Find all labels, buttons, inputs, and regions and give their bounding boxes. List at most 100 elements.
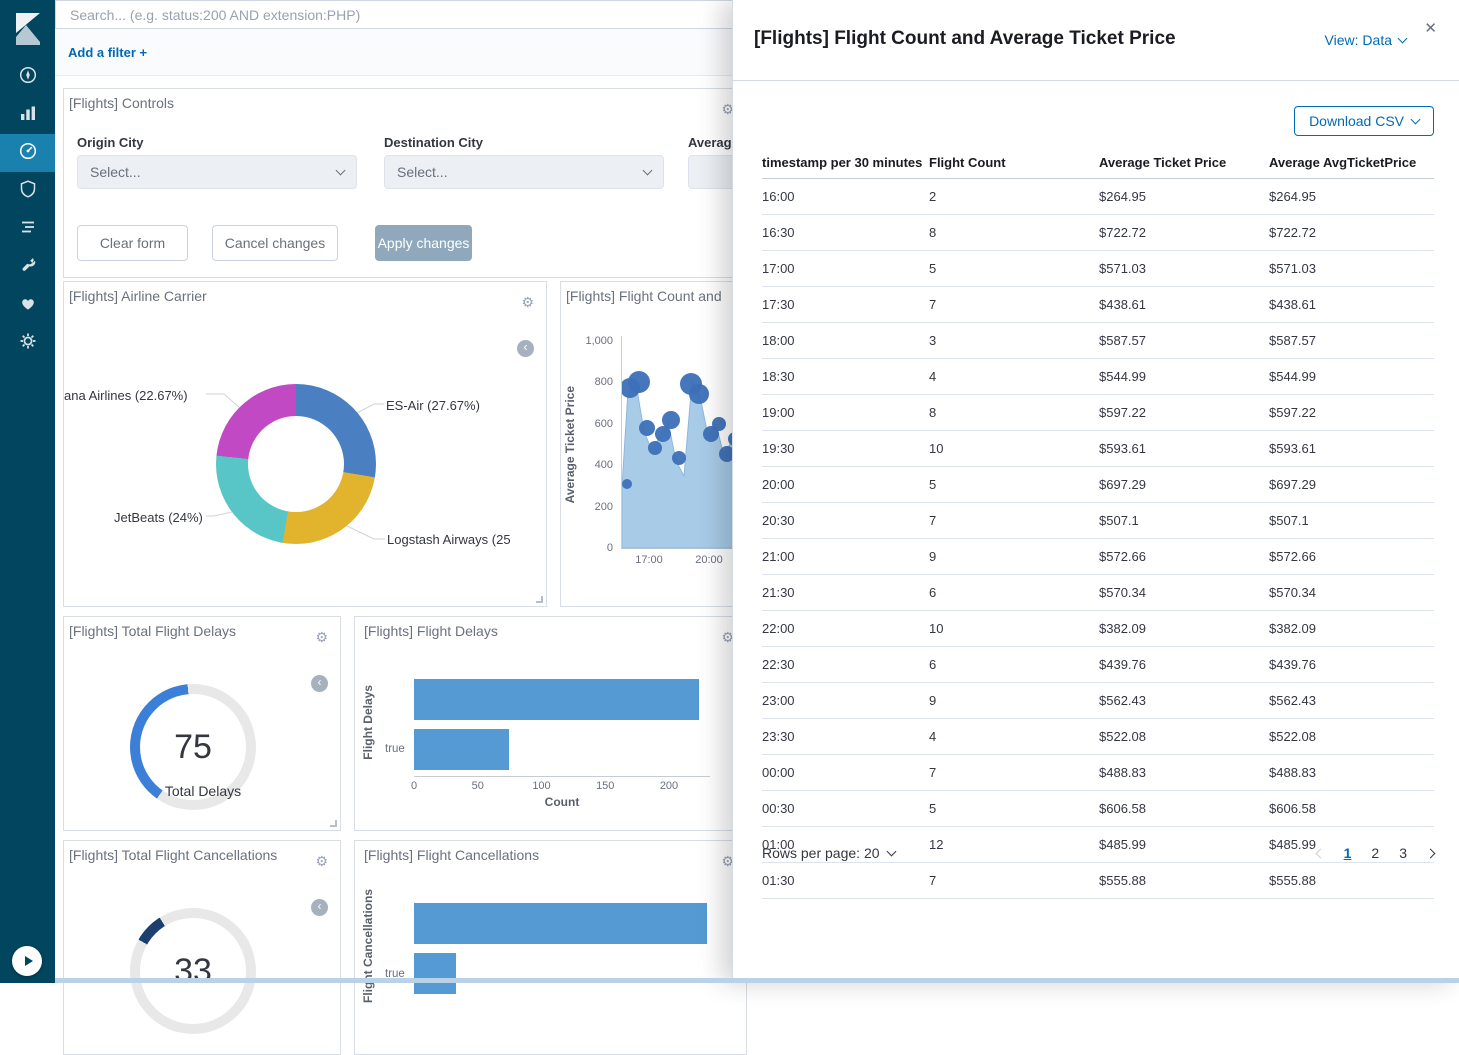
bar-false[interactable] xyxy=(414,903,707,944)
kibana-logo-icon xyxy=(15,13,40,45)
tick-label: 20:00 xyxy=(695,554,723,566)
kibana-logo[interactable] xyxy=(0,0,55,58)
table-cell: $593.61 xyxy=(1269,430,1434,467)
table-cell: 7 xyxy=(929,502,1099,539)
destination-city-select[interactable]: Select... xyxy=(384,155,664,189)
tick-label: 50 xyxy=(471,780,484,792)
pagination: 1 2 3 xyxy=(1315,845,1436,861)
pie-label-logstash-airways: Logstash Airways (25 xyxy=(387,532,511,547)
panel-title: [Flights] Airline Carrier xyxy=(69,288,207,304)
table-cell: $439.76 xyxy=(1269,646,1434,683)
next-page-icon[interactable] xyxy=(1425,848,1436,858)
sidebar-item-dev-tools[interactable] xyxy=(0,248,55,286)
pagination-page-1[interactable]: 1 xyxy=(1343,845,1352,861)
tick-label: 200 xyxy=(659,780,679,792)
table-cell: 19:00 xyxy=(762,394,929,431)
gear-icon xyxy=(18,331,38,356)
tick-label: 0 xyxy=(606,541,613,554)
table-cell: 17:00 xyxy=(762,250,929,287)
panel-resize-handle[interactable] xyxy=(536,596,543,603)
shield-icon xyxy=(18,179,38,204)
table-cell: $597.22 xyxy=(1099,394,1269,431)
sidebar-item-dashboard[interactable] xyxy=(0,134,55,172)
table-row: 00:30 5 $606.58 $606.58 xyxy=(762,790,1434,827)
clear-form-button[interactable]: Clear form xyxy=(77,225,188,261)
cancel-changes-button[interactable]: Cancel changes xyxy=(212,225,338,261)
table-cell: 18:30 xyxy=(762,358,929,395)
close-icon[interactable]: ✕ xyxy=(1424,20,1437,37)
flyout-body: Download CSV timestamp per 30 minutes Fli… xyxy=(762,81,1436,983)
view-data-dropdown[interactable]: View: Data xyxy=(1325,32,1408,48)
wrench-icon xyxy=(18,255,38,280)
chevron-down-icon xyxy=(1397,33,1408,43)
apply-filter-icon[interactable]: ‹ xyxy=(311,899,328,916)
table-cell: $488.83 xyxy=(1269,754,1434,791)
table-cell: 7 xyxy=(929,286,1099,323)
table-row: 16:00 2 $264.95 $264.95 xyxy=(762,178,1434,215)
add-filter-link[interactable]: Add a filter + xyxy=(68,44,148,60)
table-cell: $570.34 xyxy=(1099,574,1269,611)
gauge-value: 33 xyxy=(174,951,212,990)
gear-icon[interactable]: ⚙ xyxy=(521,294,534,310)
gear-icon[interactable]: ⚙ xyxy=(315,853,328,869)
table-cell: 7 xyxy=(929,754,1099,791)
gear-icon[interactable]: ⚙ xyxy=(721,629,734,645)
fc-xticks: 17:00 20:00 xyxy=(621,554,748,566)
heart-icon xyxy=(18,293,38,318)
gauge-label: Total Delays xyxy=(164,783,242,799)
table-cell: $507.1 xyxy=(1099,502,1269,539)
gear-icon[interactable]: ⚙ xyxy=(721,853,734,869)
table-row: 00:00 7 $488.83 $488.83 xyxy=(762,754,1434,791)
gear-icon[interactable]: ⚙ xyxy=(315,629,328,645)
bar-true[interactable] xyxy=(414,953,456,994)
panel-flight-count-price: [Flights] Flight Count and Average Ticke… xyxy=(560,281,750,607)
sidebar-item-discover[interactable] xyxy=(0,58,55,96)
rows-per-page-label: Rows per page: 20 xyxy=(762,845,880,861)
table-cell: $544.99 xyxy=(1099,358,1269,395)
download-csv-button[interactable]: Download CSV xyxy=(1294,106,1434,136)
table-row: 19:00 8 $597.22 $597.22 xyxy=(762,394,1434,431)
table-row: 21:00 9 $572.66 $572.66 xyxy=(762,538,1434,575)
panel-resize-handle[interactable] xyxy=(330,820,337,827)
download-csv-label: Download CSV xyxy=(1309,113,1404,129)
table-cell: 23:30 xyxy=(762,718,929,755)
sidebar-item-visualize[interactable] xyxy=(0,96,55,134)
pagination-page-3[interactable]: 3 xyxy=(1399,845,1407,861)
table-cell: 2 xyxy=(929,178,1099,215)
list-icon xyxy=(18,217,38,242)
bar-false[interactable] xyxy=(414,679,699,720)
gear-icon[interactable]: ⚙ xyxy=(721,101,734,117)
bottom-scroll-strip[interactable] xyxy=(55,978,1459,983)
x-axis-title: Count xyxy=(544,795,580,809)
panel-title: [Flights] Flight Count and xyxy=(566,288,722,304)
apply-changes-button[interactable]: Apply changes xyxy=(375,225,472,261)
flight-count-chart[interactable] xyxy=(620,336,749,549)
table-cell: $562.43 xyxy=(1099,682,1269,719)
origin-city-select[interactable]: Select... xyxy=(77,155,357,189)
table-cell: 5 xyxy=(929,790,1099,827)
bar-true[interactable] xyxy=(414,729,509,770)
airline-donut-chart[interactable] xyxy=(216,384,376,544)
nav-toggle-button[interactable] xyxy=(12,946,42,976)
chevron-down-icon xyxy=(642,165,653,175)
table-cell: 4 xyxy=(929,718,1099,755)
table-cell: $555.88 xyxy=(1269,862,1434,899)
apply-filter-icon[interactable]: ‹ xyxy=(311,675,328,692)
table-cell: $587.57 xyxy=(1099,322,1269,359)
rows-per-page-dropdown[interactable]: Rows per page: 20 xyxy=(762,845,896,861)
sidebar-item-apm[interactable] xyxy=(0,172,55,210)
table-cell: $722.72 xyxy=(1269,214,1434,251)
table-row: 18:30 4 $544.99 $544.99 xyxy=(762,358,1434,395)
flyout-table-body: 16:00 2 $264.95 $264.95 16:30 8 $722.72 $722.72… xyxy=(762,178,1434,899)
table-cell: $438.61 xyxy=(1269,286,1434,323)
apply-filter-icon[interactable]: ‹ xyxy=(517,340,534,357)
previous-page-icon[interactable] xyxy=(1315,848,1326,858)
sidebar-item-monitoring[interactable] xyxy=(0,286,55,324)
table-cell: $597.22 xyxy=(1269,394,1434,431)
sidebar-item-management[interactable] xyxy=(0,324,55,362)
sidebar-item-logging[interactable] xyxy=(0,210,55,248)
table-cell: 18:00 xyxy=(762,322,929,359)
pagination-page-2[interactable]: 2 xyxy=(1371,845,1380,861)
pie-label-jetbeats: JetBeats (24%) xyxy=(114,510,203,525)
table-cell: $572.66 xyxy=(1099,538,1269,575)
